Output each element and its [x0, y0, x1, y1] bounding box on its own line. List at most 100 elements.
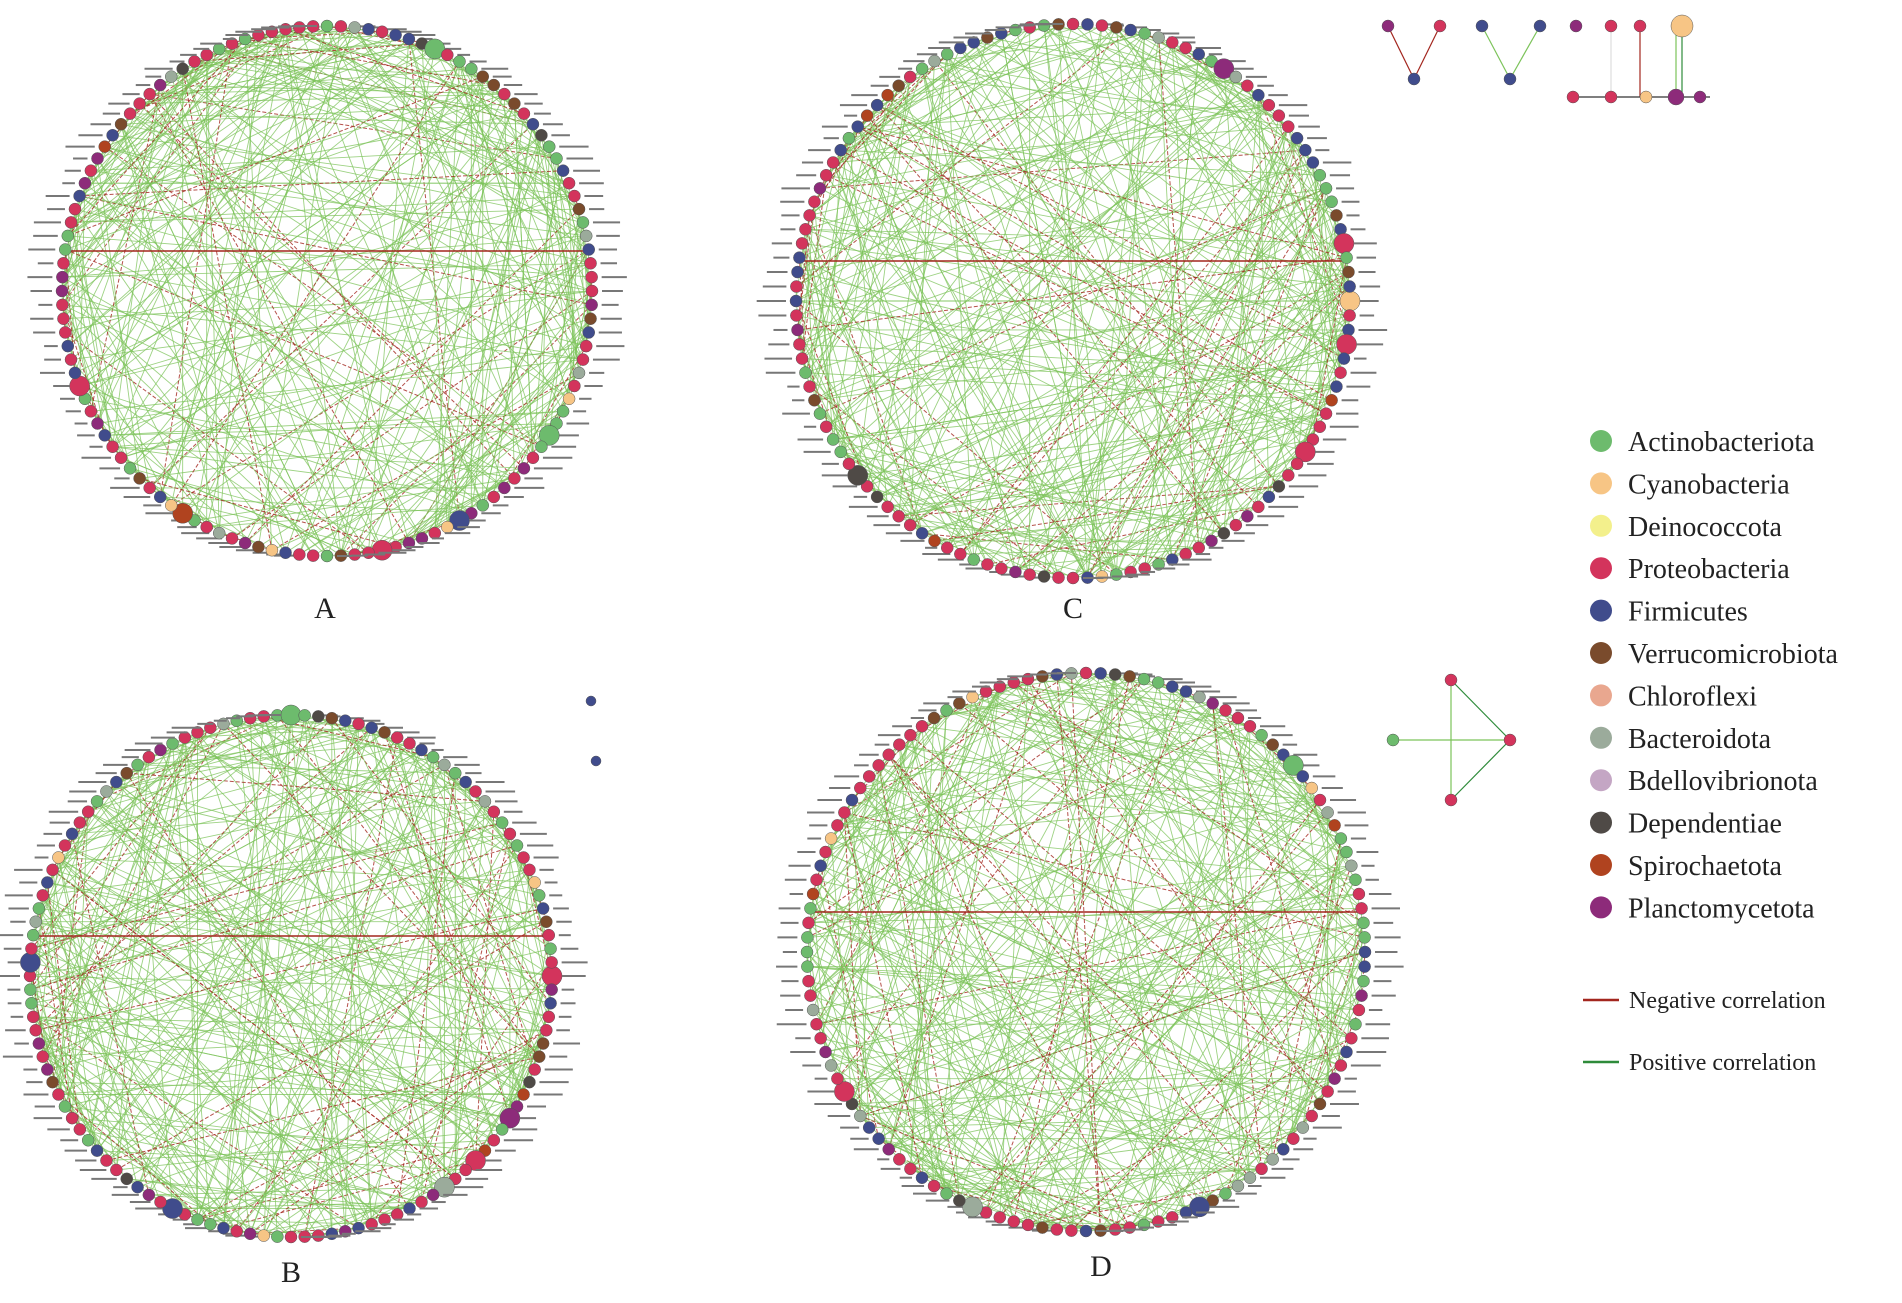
- positive-edge: [52, 869, 98, 1151]
- node: [402, 32, 416, 46]
- positive-edge: [71, 743, 410, 835]
- positive-edge: [79, 195, 593, 292]
- node: [860, 480, 874, 493]
- node: [123, 462, 137, 475]
- node: [1152, 31, 1165, 44]
- positive-edge: [1292, 838, 1342, 1139]
- positive-edge: [384, 732, 540, 1057]
- node: [1299, 143, 1312, 157]
- positive-edge: [878, 764, 1352, 1039]
- positive-edge: [72, 1117, 485, 1152]
- positive-edge: [813, 126, 859, 401]
- positive-edge: [87, 737, 186, 1141]
- node: [257, 710, 270, 723]
- positive-edge: [797, 85, 900, 331]
- negative-edge: [1070, 673, 1102, 1231]
- positive-edge: [285, 28, 515, 105]
- negative-edge: [523, 857, 553, 977]
- positive-edge: [1223, 68, 1351, 302]
- positive-edge: [63, 263, 98, 424]
- node: [572, 366, 586, 380]
- node: [793, 338, 806, 351]
- positive-edge: [888, 754, 1214, 1201]
- positive-edge: [814, 329, 1349, 401]
- node: [1050, 1223, 1064, 1236]
- node: [579, 229, 593, 243]
- node: [562, 176, 576, 190]
- node: [55, 284, 69, 298]
- positive-edge: [396, 737, 495, 1141]
- node: [26, 1010, 40, 1024]
- node: [813, 407, 827, 420]
- positive-edge: [921, 726, 1187, 1213]
- positive-edge: [805, 372, 1332, 401]
- node: [284, 1230, 298, 1244]
- node: [528, 1063, 541, 1076]
- positive-edge: [434, 48, 580, 210]
- positive-edge: [1130, 271, 1349, 573]
- node: [1330, 380, 1343, 393]
- positive-edge: [74, 68, 184, 374]
- negative-edge: [934, 485, 1279, 542]
- negative-edge: [910, 734, 1328, 1092]
- node: [428, 526, 442, 540]
- node: [252, 540, 265, 554]
- positive-edge: [106, 791, 445, 1188]
- node: [940, 541, 954, 555]
- node: [1009, 565, 1022, 579]
- positive-edge: [1115, 149, 1306, 575]
- positive-edge: [74, 208, 587, 347]
- negative-edge: [475, 811, 495, 1161]
- node: [131, 758, 144, 772]
- node: [535, 440, 548, 454]
- positive-edge: [121, 103, 515, 125]
- node: [1050, 668, 1064, 681]
- positive-edge: [30, 989, 518, 1107]
- node: [25, 942, 38, 955]
- positive-edge: [876, 104, 1350, 316]
- node: [517, 1088, 530, 1101]
- node: [478, 795, 492, 808]
- positive-edge: [74, 209, 114, 447]
- positive-edge: [206, 504, 483, 528]
- node: [1349, 1017, 1362, 1031]
- node: [1328, 1072, 1341, 1085]
- positive-edge: [869, 1115, 1312, 1129]
- positive-edge: [973, 25, 1103, 560]
- node: [536, 902, 550, 915]
- node: [928, 534, 941, 548]
- positive-edge: [825, 174, 1117, 575]
- node: [1192, 541, 1206, 555]
- positive-edge: [223, 801, 486, 1229]
- node: [1217, 527, 1231, 540]
- positive-edge: [810, 907, 1352, 1039]
- node: [799, 223, 812, 236]
- positive-edge: [910, 23, 1088, 78]
- node: [1333, 233, 1355, 254]
- node: [1193, 690, 1206, 704]
- network: C: [756, 17, 1388, 625]
- positive-edge: [42, 1029, 547, 1058]
- positive-edge: [219, 48, 557, 159]
- positive-edge: [465, 781, 544, 1044]
- positive-edge: [84, 31, 383, 184]
- positive-edge: [459, 61, 570, 399]
- positive-edge: [859, 765, 880, 1117]
- node: [1151, 676, 1165, 689]
- positive-edge: [540, 222, 584, 447]
- node: [1124, 23, 1137, 37]
- positive-edge: [985, 691, 1251, 727]
- node: [217, 1221, 230, 1235]
- positive-edge: [97, 345, 587, 424]
- node: [799, 366, 812, 379]
- node: [1342, 265, 1355, 279]
- node: [243, 711, 257, 725]
- negative-edge: [1361, 951, 1366, 996]
- node: [238, 536, 252, 550]
- node: [1007, 1215, 1021, 1228]
- positive-edge: [987, 37, 1349, 331]
- positive-edge: [799, 257, 975, 560]
- node: [453, 55, 466, 68]
- positive-edge: [1157, 682, 1239, 1187]
- negative-edge: [170, 249, 589, 506]
